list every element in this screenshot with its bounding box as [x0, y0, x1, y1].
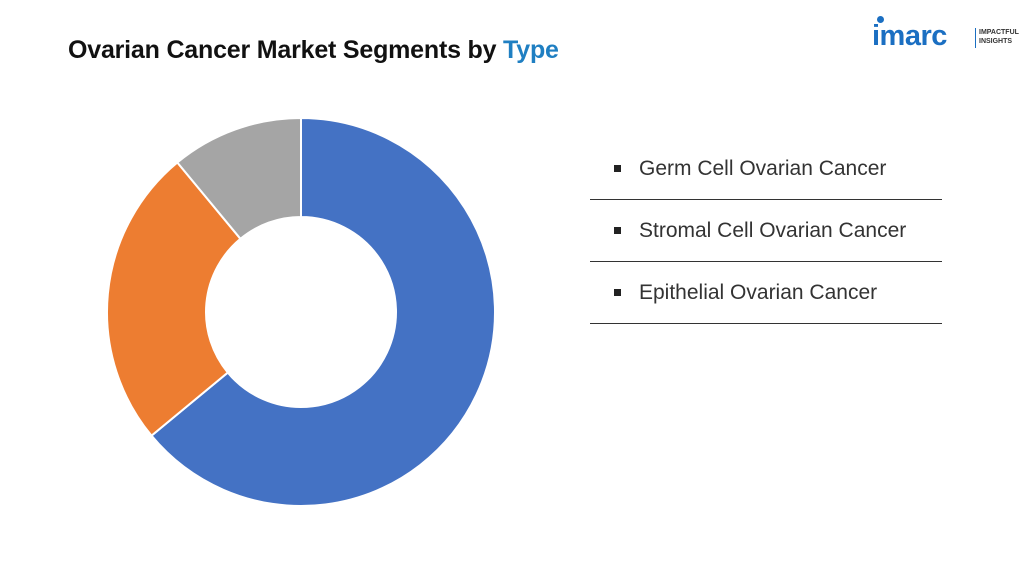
logo-dot [877, 16, 884, 23]
legend-bullet-icon [614, 289, 621, 296]
legend-item-germ-cell: Germ Cell Ovarian Cancer [590, 138, 942, 200]
donut-slice-germ-cell-ovarian-cancer [175, 116, 302, 241]
chart-legend: Germ Cell Ovarian Cancer Stromal Cell Ov… [590, 138, 942, 324]
imarc-logo: imarc IMPACTFUL INSIGHTS [872, 14, 1022, 54]
legend-bullet-icon [614, 227, 621, 234]
title-highlight: Type [503, 36, 559, 64]
logo-separator [975, 28, 976, 48]
legend-item-epithelial: Epithelial Ovarian Cancer [590, 262, 942, 324]
logo-wordmark: imarc [872, 20, 947, 52]
legend-bullet-icon [614, 165, 621, 172]
logo-tagline: IMPACTFUL INSIGHTS [979, 28, 1019, 46]
legend-item-stromal-cell: Stromal Cell Ovarian Cancer [590, 200, 942, 262]
donut-slice-epithelial-ovarian-cancer [150, 116, 496, 507]
page-title: Ovarian Cancer Market Segments by Type [68, 36, 559, 65]
title-prefix: Ovarian Cancer Market Segments by [68, 36, 504, 64]
donut-slice-stromal-cell-ovarian-cancer [106, 161, 242, 438]
legend-label-germ-cell: Germ Cell Ovarian Cancer [639, 156, 887, 180]
legend-label-stromal-cell: Stromal Cell Ovarian Cancer [639, 218, 907, 242]
legend-label-epithelial: Epithelial Ovarian Cancer [639, 280, 878, 304]
logo-tagline-line-1: IMPACTFUL [979, 29, 1019, 36]
logo-tagline-line-2: INSIGHTS [979, 38, 1013, 45]
